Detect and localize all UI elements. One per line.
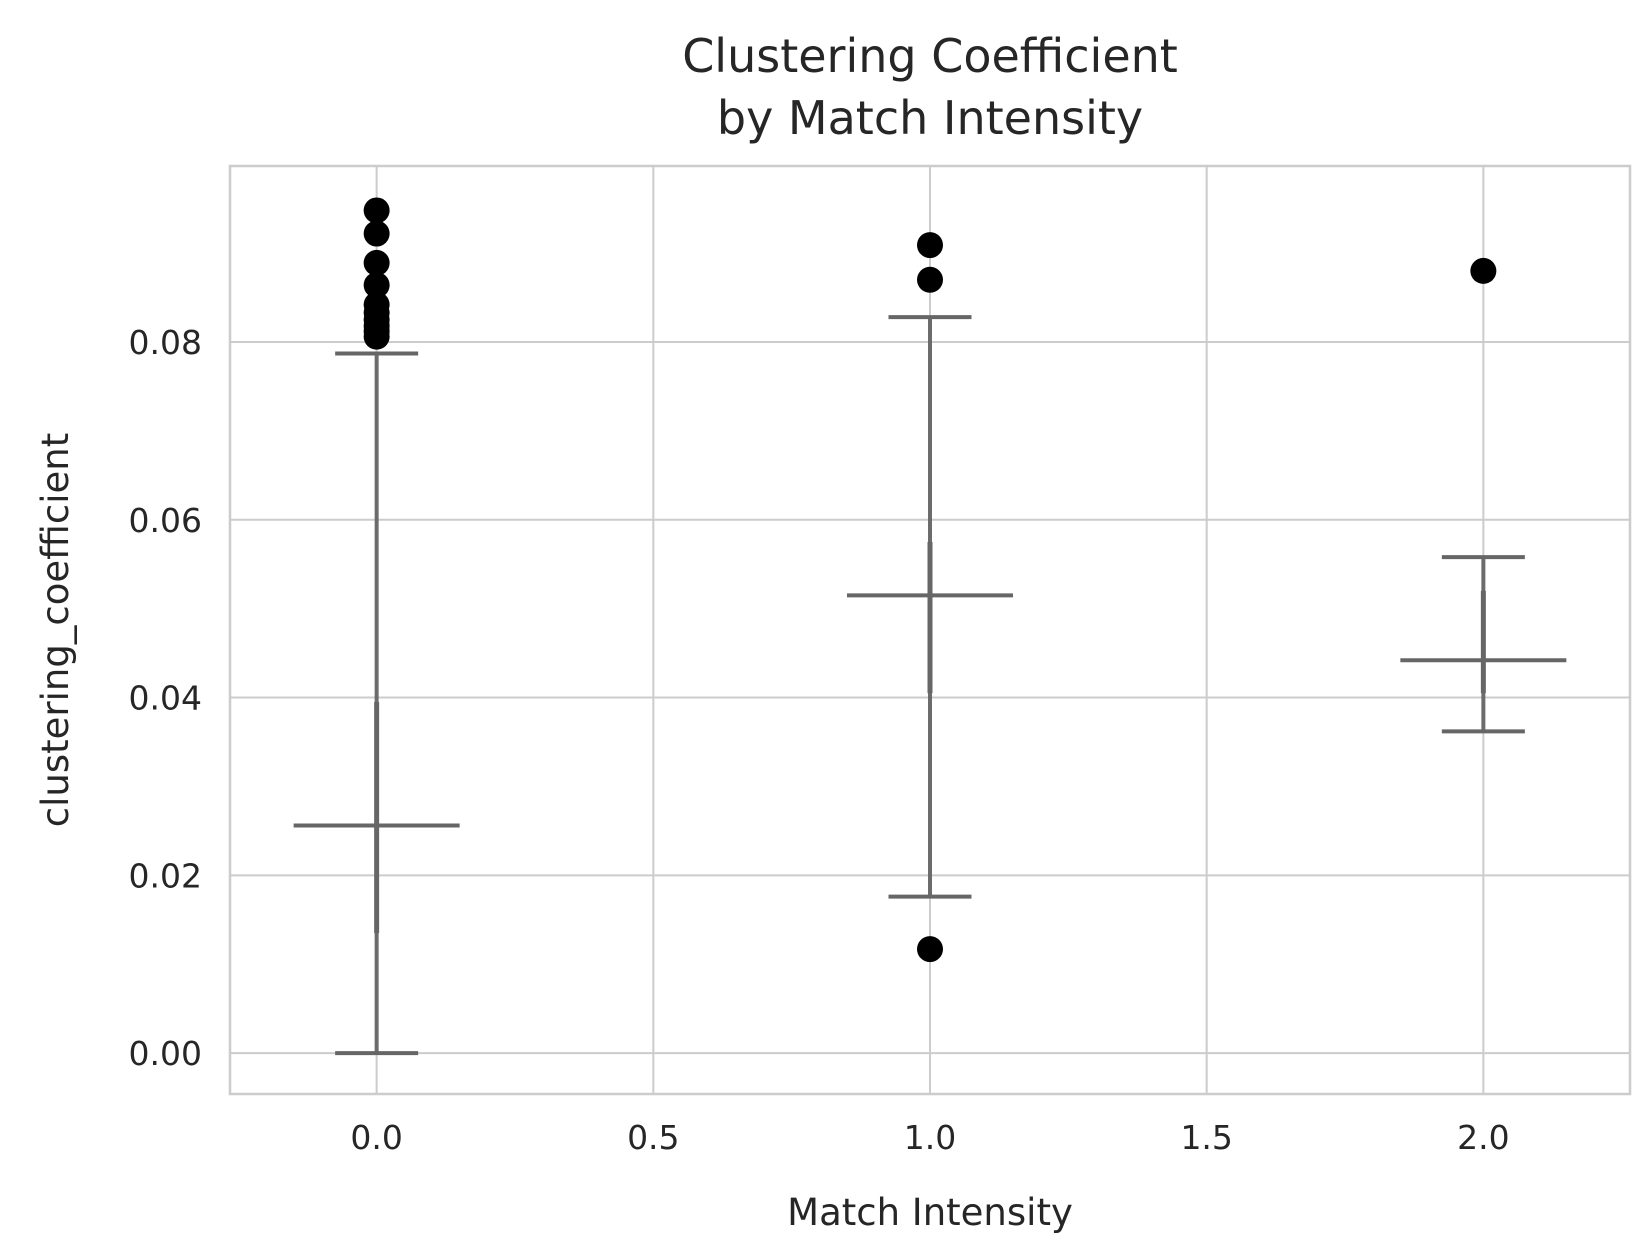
y-tick-label: 0.02	[129, 856, 202, 895]
outlier-point	[363, 220, 390, 247]
outlier-point	[917, 266, 943, 293]
outlier-point	[363, 197, 390, 224]
box-group	[1400, 555, 1567, 734]
x-tick-label: 0.5	[627, 1118, 679, 1157]
y-tick-label: 0.08	[129, 323, 202, 362]
outlier-points	[363, 197, 1497, 963]
plot-frame	[228, 164, 1632, 1096]
outlier-point	[917, 936, 943, 963]
outlier-point	[1470, 257, 1497, 284]
y-tick-labels: 0.00 0.02 0.04 0.06 0.08	[129, 323, 202, 1073]
chart-title-line-1: Clustering Coefficient	[682, 29, 1178, 83]
outlier-point	[363, 272, 390, 299]
x-axis-label: Match Intensity	[787, 1191, 1073, 1234]
box-group	[293, 351, 460, 1056]
y-tick-label: 0.04	[129, 679, 202, 718]
y-tick-label: 0.06	[129, 501, 202, 540]
x-tick-label: 0.0	[350, 1118, 402, 1157]
x-tick-label: 2.0	[1457, 1118, 1509, 1157]
box-groups	[293, 315, 1567, 1056]
x-tick-label: 1.5	[1180, 1118, 1232, 1157]
outlier-point	[917, 232, 943, 259]
chart-title-line-2: by Match Intensity	[717, 91, 1143, 145]
x-tick-label: 1.0	[904, 1118, 956, 1157]
box-group	[846, 315, 1014, 899]
y-axis-label: clustering_coefficient	[34, 433, 77, 827]
outlier-point	[363, 323, 390, 350]
x-tick-labels: 0.0 0.5 1.0 1.5 2.0	[350, 1118, 1509, 1157]
y-tick-label: 0.00	[129, 1034, 202, 1073]
outlier-point	[363, 249, 390, 276]
